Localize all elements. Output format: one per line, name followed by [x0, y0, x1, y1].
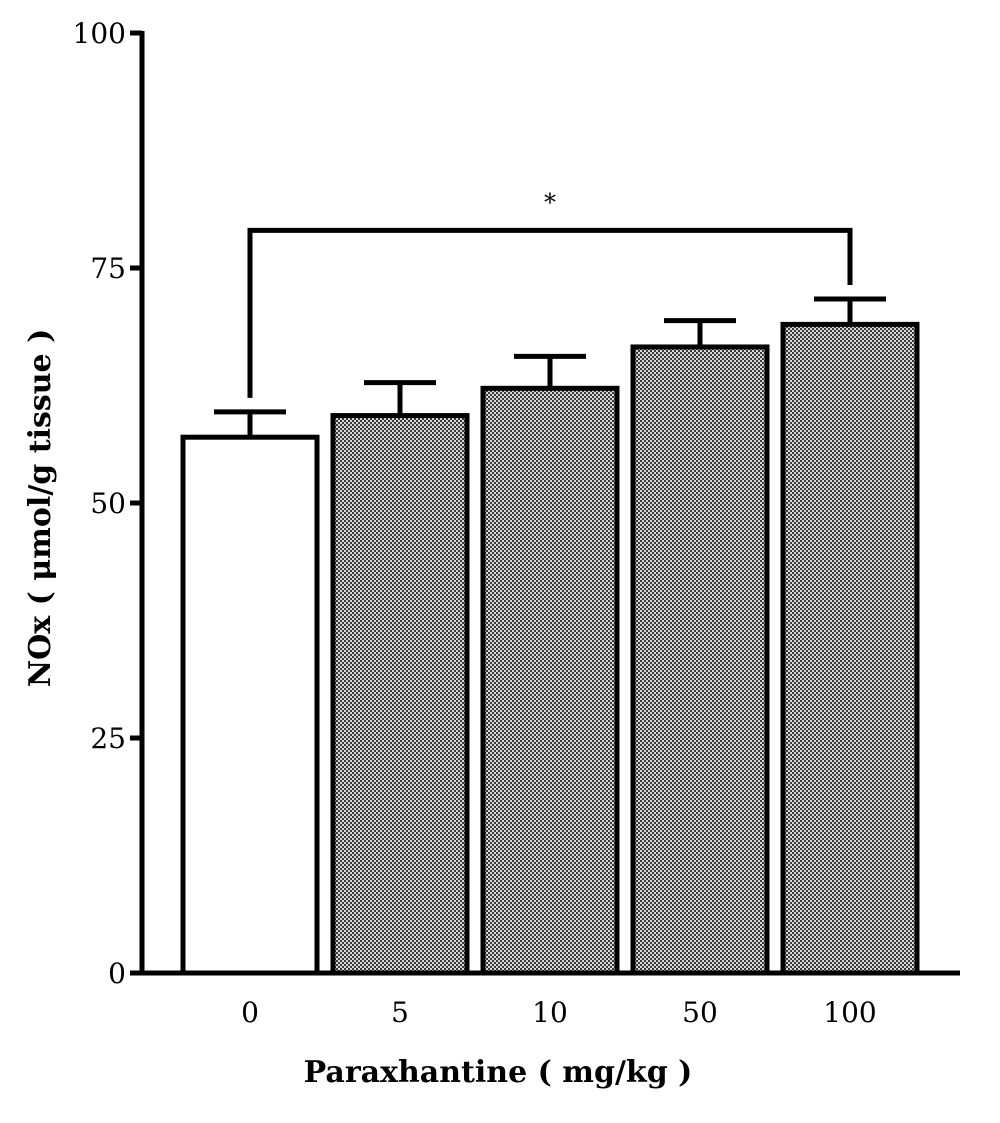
axes-group — [130, 30, 960, 976]
x-tick-label-5: 5 — [391, 996, 409, 1029]
bar-50 — [630, 344, 770, 976]
bar-0 — [180, 434, 320, 976]
x-tick-label-0: 0 — [241, 996, 259, 1029]
significance-bracket-group: * — [247, 188, 853, 398]
x-tick-label-10: 10 — [532, 996, 568, 1029]
y-tick-labels: 0 25 50 75 100 — [73, 17, 126, 990]
x-tick-label-50: 50 — [682, 996, 718, 1029]
bar-5 — [330, 413, 470, 976]
y-tick-label-50: 50 — [90, 487, 126, 520]
y-tick-label-100: 100 — [73, 17, 126, 50]
y-tick-label-25: 25 — [90, 722, 126, 755]
y-tick-label-75: 75 — [90, 252, 126, 285]
bar-100 — [780, 321, 920, 976]
y-axis-title: NOx ( μmol/g tissue ) — [23, 329, 58, 688]
bars-group — [180, 321, 920, 976]
significance-label-0: * — [544, 188, 556, 216]
y-tick-label-0: 0 — [108, 957, 126, 990]
x-axis-title: Paraxhantine ( mg/kg ) — [304, 1055, 693, 1090]
x-tick-label-100: 100 — [823, 996, 876, 1029]
x-tick-labels: 0 5 10 50 100 — [241, 996, 877, 1029]
bar-10 — [480, 385, 620, 976]
error-bars-group — [214, 296, 886, 438]
significance-bracket-0 — [247, 227, 853, 398]
